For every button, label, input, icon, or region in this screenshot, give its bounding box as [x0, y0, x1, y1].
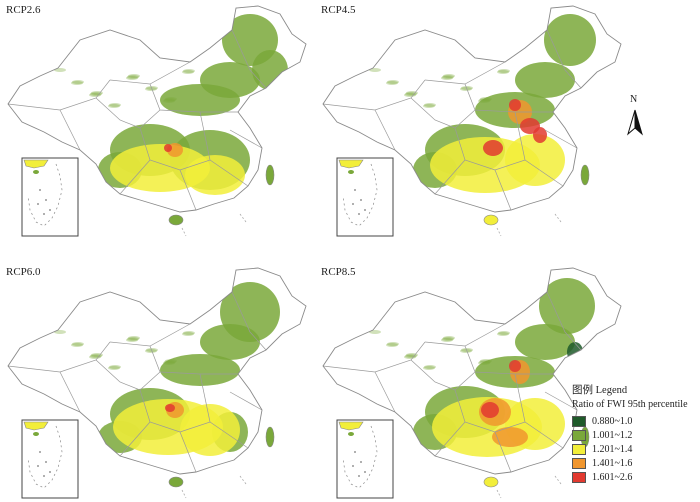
china-map-icon	[7, 5, 307, 237]
legend-item: 0.880~1.0	[572, 414, 700, 428]
legend-swatch	[572, 457, 586, 469]
legend-subtitle: Ratio of FWI 95th percentile	[572, 399, 688, 410]
north-arrow-icon	[627, 109, 643, 136]
panel-label: RCP2.6	[6, 4, 41, 16]
south-china-sea-inset	[21, 419, 79, 499]
legend-title: 图例 Legend	[572, 385, 628, 396]
legend-item-label: 0.880~1.0	[592, 415, 633, 427]
south-china-sea-inset	[336, 419, 394, 499]
map-panel-rcp26: RCP2.6	[0, 0, 310, 240]
panel-label: RCP8.5	[321, 266, 356, 278]
south-china-sea-inset	[336, 157, 394, 237]
legend-item-label: 1.401~1.6	[592, 457, 633, 469]
legend-swatch	[572, 443, 586, 455]
map-panel-rcp45: RCP4.5	[315, 0, 625, 240]
china-map-icon	[322, 5, 622, 237]
panel-label: RCP6.0	[6, 266, 41, 278]
legend-item-label: 1.601~2.6	[592, 471, 633, 483]
north-arrow-letter: N	[630, 94, 638, 105]
panel-label: RCP4.5	[321, 4, 356, 16]
south-china-sea-inset	[21, 157, 79, 237]
legend-item-label: 1.201~1.4	[592, 443, 633, 455]
legend-item: 1.401~1.6	[572, 456, 700, 470]
china-map-icon	[7, 267, 307, 499]
legend-item: 1.601~2.6	[572, 470, 700, 484]
map-legend: 图例 Legend Ratio of FWI 95th percentile 0…	[572, 382, 700, 484]
china-map-icon	[322, 267, 622, 499]
map-panel-rcp60: RCP6.0	[0, 262, 310, 502]
legend-swatch	[572, 471, 586, 483]
legend-item: 1.201~1.4	[572, 442, 700, 456]
legend-item-label: 1.001~1.2	[592, 429, 633, 441]
legend-item: 1.001~1.2	[572, 428, 700, 442]
legend-swatch	[572, 429, 586, 441]
map-panel-rcp85: RCP8.5	[315, 262, 625, 502]
legend-swatch	[572, 415, 586, 427]
